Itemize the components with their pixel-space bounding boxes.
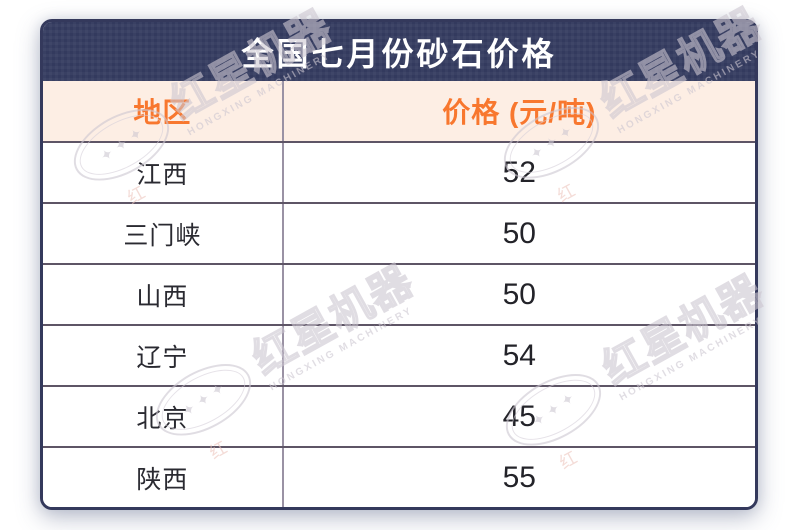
title-bar: 全国七月份砂石价格 (43, 22, 755, 81)
table-row: 山西 50 (43, 263, 755, 324)
table-row: 辽宁 54 (43, 324, 755, 385)
price-cell: 45 (502, 399, 536, 433)
table-row: 陕西 55 (43, 446, 755, 507)
column-header-price: 价格 (元/吨) (442, 97, 597, 128)
price-cell: 55 (502, 460, 536, 494)
column-header-region: 地区 (43, 81, 284, 141)
price-table-card: 全国七月份砂石价格 地区 价格 (元/吨) 江西 52 三门峡 50 山西 50 辽宁 54 北… (40, 19, 758, 510)
region-cell: 三门峡 (43, 204, 284, 263)
region-cell: 北京 (43, 387, 284, 446)
table-header-row: 地区 价格 (元/吨) (43, 81, 755, 141)
price-cell: 50 (502, 277, 536, 311)
price-cell: 50 (502, 216, 536, 250)
table-row: 北京 45 (43, 385, 755, 446)
table-row: 三门峡 50 (43, 202, 755, 263)
price-cell: 54 (502, 338, 536, 372)
table-row: 江西 52 (43, 141, 755, 202)
table-body: 江西 52 三门峡 50 山西 50 辽宁 54 北京 45 陕西 55 (43, 141, 755, 507)
region-cell: 江西 (43, 143, 284, 202)
price-cell: 52 (502, 155, 536, 189)
region-cell: 陕西 (43, 448, 284, 507)
region-cell: 辽宁 (43, 326, 284, 385)
region-cell: 山西 (43, 265, 284, 324)
page-title: 全国七月份砂石价格 (241, 35, 557, 72)
